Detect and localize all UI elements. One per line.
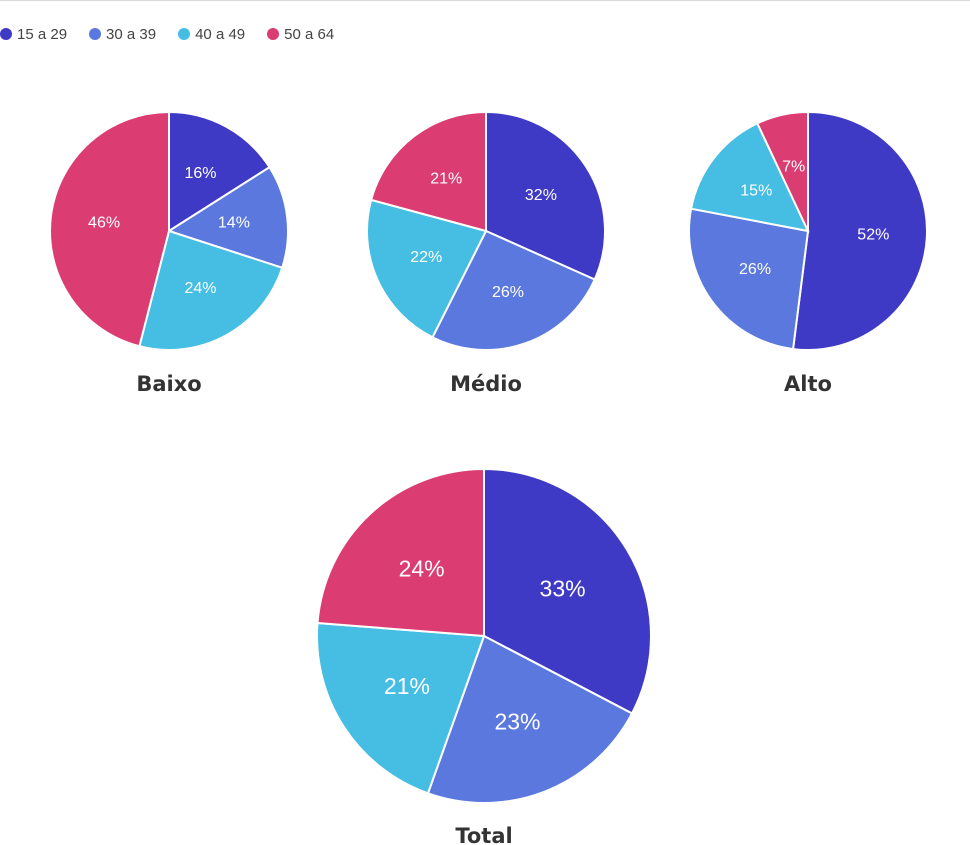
legend-marker-icon bbox=[89, 28, 102, 40]
pie-data-label: 22% bbox=[410, 249, 442, 266]
pie-data-label: 14% bbox=[218, 214, 250, 231]
legend-marker-icon bbox=[0, 28, 12, 40]
pie-data-label: 24% bbox=[399, 556, 445, 582]
legend: 15 a 29 30 a 39 40 a 49 50 a 64 bbox=[0, 25, 356, 43]
pie-data-label: 21% bbox=[384, 673, 430, 699]
chart-title: Total bbox=[455, 824, 512, 845]
pie-data-label: 16% bbox=[185, 165, 217, 182]
pie-data-label: 26% bbox=[739, 261, 771, 278]
chart-title: Alto bbox=[784, 372, 832, 396]
legend-item-15-29[interactable]: 15 a 29 bbox=[0, 26, 67, 43]
pie-slice-total-0[interactable] bbox=[483, 467, 652, 715]
pie-slice-total-3[interactable] bbox=[316, 467, 485, 638]
pie-slice-baixo-3[interactable] bbox=[49, 110, 170, 348]
pie-data-label: 52% bbox=[857, 227, 889, 244]
pie-slice-medio-3[interactable] bbox=[369, 110, 487, 233]
pie-slice-medio-0[interactable] bbox=[485, 110, 606, 281]
pie-data-label: 15% bbox=[740, 182, 772, 199]
pie-slice-medio-2[interactable] bbox=[366, 198, 488, 339]
pie-slice-alto-3[interactable] bbox=[756, 110, 809, 232]
pie-chart-alto: 52% 26% 15% 7% Alto bbox=[688, 110, 928, 396]
pie-data-label: 21% bbox=[430, 171, 462, 188]
pie-slice-alto-2[interactable] bbox=[689, 121, 810, 233]
pie-slice-baixo-1[interactable] bbox=[166, 165, 289, 270]
pie-slice-alto-0[interactable] bbox=[791, 110, 928, 351]
legend-marker-icon bbox=[267, 28, 280, 40]
chart-title: Médio bbox=[450, 372, 522, 396]
pie-slice-total-1[interactable] bbox=[426, 634, 634, 804]
legend-label: 40 a 49 bbox=[195, 25, 246, 43]
pie-slice-alto-1[interactable] bbox=[688, 207, 810, 351]
pie-data-label: 26% bbox=[492, 284, 524, 301]
pie-data-label: 24% bbox=[185, 280, 217, 297]
pie-chart-baixo: 16% 14% 24% 46% Baixo bbox=[49, 110, 289, 396]
legend-label: 50 a 64 bbox=[284, 25, 335, 43]
pie-data-label: 33% bbox=[540, 575, 586, 601]
pie-data-label: 32% bbox=[525, 187, 557, 204]
pie-data-label: 23% bbox=[494, 709, 540, 735]
pie-slice-baixo-0[interactable] bbox=[168, 110, 271, 233]
pie-data-label: 46% bbox=[88, 214, 120, 231]
pie-chart-medio: 32% 26% 22% 21% Médio bbox=[366, 110, 606, 396]
pie-data-label: 7% bbox=[782, 159, 805, 176]
legend-label: 30 a 39 bbox=[106, 25, 157, 43]
legend-marker-icon bbox=[178, 28, 191, 40]
top-divider bbox=[0, 0, 970, 1]
legend-item-50-64[interactable]: 50 a 64 bbox=[267, 26, 334, 43]
legend-item-40-49[interactable]: 40 a 49 bbox=[178, 26, 245, 43]
legend-item-30-39[interactable]: 30 a 39 bbox=[89, 26, 156, 43]
pie-slice-baixo-2[interactable] bbox=[138, 229, 284, 351]
chart-title: Baixo bbox=[136, 372, 201, 396]
pie-slice-total-2[interactable] bbox=[316, 621, 486, 795]
pie-slice-medio-1[interactable] bbox=[431, 229, 596, 351]
legend-label: 15 a 29 bbox=[17, 25, 68, 43]
pie-chart-total: 33% 23% 21% 24% Total bbox=[316, 467, 652, 845]
